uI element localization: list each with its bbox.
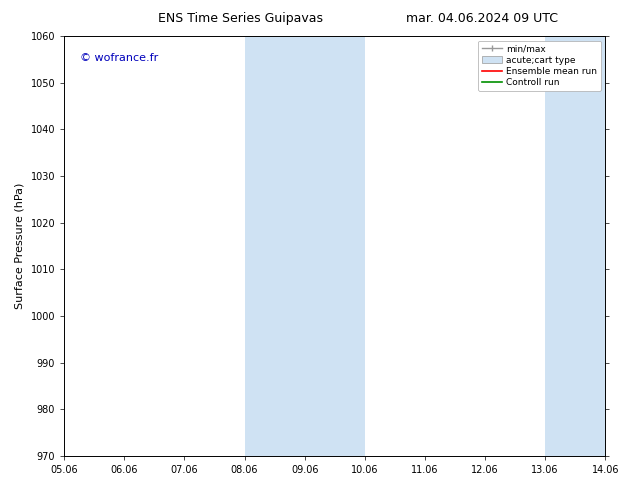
Y-axis label: Surface Pressure (hPa): Surface Pressure (hPa) [15, 183, 25, 309]
Bar [245, 36, 365, 456]
Legend: min/max, acute;cart type, Ensemble mean run, Controll run: min/max, acute;cart type, Ensemble mean … [478, 41, 601, 91]
Text: mar. 04.06.2024 09 UTC: mar. 04.06.2024 09 UTC [406, 12, 558, 25]
Text: ENS Time Series Guipavas: ENS Time Series Guipavas [158, 12, 323, 25]
Text: © wofrance.fr: © wofrance.fr [81, 53, 158, 63]
Bar [545, 36, 605, 456]
